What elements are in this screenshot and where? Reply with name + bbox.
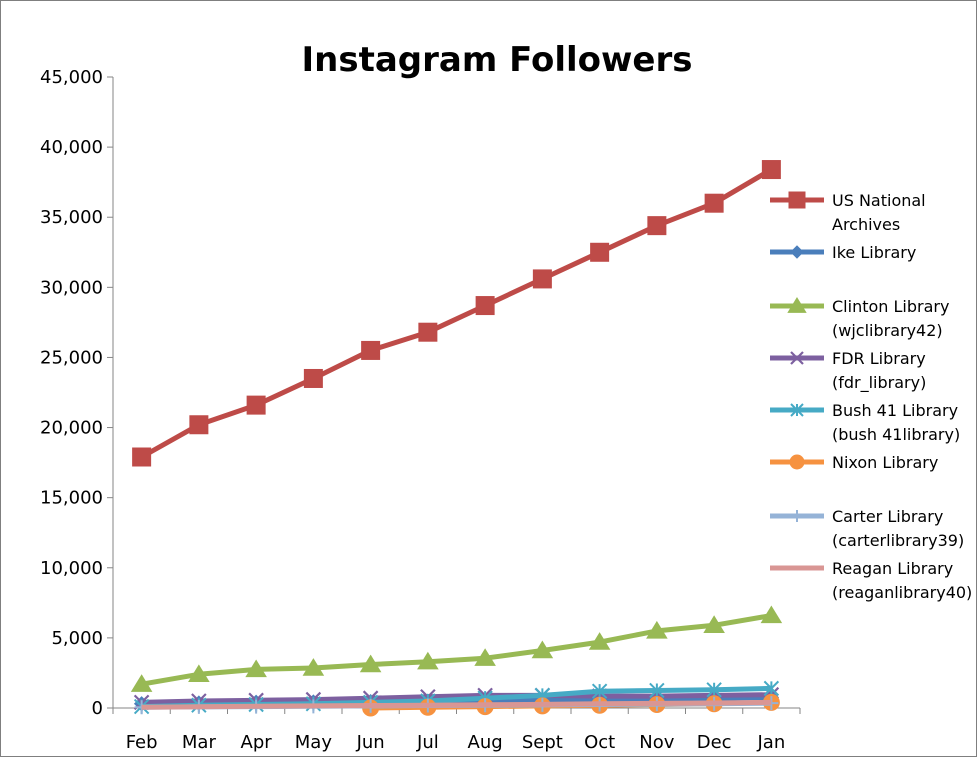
data-point: [302, 658, 325, 676]
y-tick-label: 40,000: [40, 137, 103, 158]
legend-label: Clinton Library: [832, 297, 949, 316]
x-tick-label: Apr: [241, 732, 273, 753]
legend-label: Reagan Library: [832, 559, 953, 578]
data-point: [474, 648, 496, 666]
legend: US National Archives Ike Library Clinton Li…: [770, 191, 972, 602]
legend-item: Nixon Library: [770, 453, 938, 472]
legend-item: Reagan Library (reaganlibrary40): [770, 559, 972, 602]
data-point: [706, 682, 722, 698]
data-point: [588, 632, 611, 650]
x-tick-label: Jan: [757, 732, 786, 753]
legend-label: Ike Library: [832, 243, 916, 262]
data-point: [789, 454, 805, 470]
data-point: [417, 651, 439, 670]
legend-item: Bush 41 Library (bush 41library): [770, 401, 960, 444]
x-tick-label: Dec: [697, 732, 732, 753]
x-tick-label: Nov: [639, 732, 674, 753]
data-point: [787, 297, 807, 313]
legend-label: (wjclibrary42): [832, 321, 943, 340]
legend-label: US National: [832, 191, 926, 210]
data-point: [246, 395, 266, 415]
series-0: [132, 160, 781, 467]
x-tick-label: Aug: [468, 732, 503, 753]
data-point: [790, 245, 804, 259]
series-layer: [130, 160, 783, 717]
data-point: [649, 682, 665, 699]
legend-label: (bush 41library): [832, 425, 960, 444]
data-point: [245, 659, 267, 678]
y-tick-label: 15,000: [40, 488, 103, 509]
data-point: [189, 415, 209, 435]
series-2: [130, 605, 783, 692]
axes: 0 5,000 10,000 15,000 20,000 25,000 30,000 35,0…: [40, 67, 801, 753]
x-tick-label: May: [295, 732, 333, 753]
x-tick-label: Jun: [356, 732, 385, 753]
data-point: [591, 683, 608, 699]
legend-item: Clinton Library (wjclibrary42): [770, 297, 949, 340]
data-point: [761, 160, 781, 180]
y-tick-label: 0: [92, 698, 103, 719]
legend-label: (reaganlibrary40): [832, 583, 972, 602]
legend-label: Archives: [832, 215, 900, 234]
data-point: [418, 322, 438, 342]
legend-item: FDR Library (fdr_library): [770, 349, 926, 393]
legend-label: (carterlibrary39): [832, 531, 964, 550]
data-point: [763, 680, 780, 697]
data-point: [703, 615, 725, 633]
y-tick-label: 10,000: [40, 558, 103, 579]
series-line: [140, 167, 773, 460]
data-point: [790, 403, 804, 417]
x-tick-label: Feb: [126, 732, 158, 753]
data-point: [788, 191, 806, 209]
x-tick-label: Jul: [416, 732, 439, 753]
data-point: [790, 351, 804, 365]
legend-label: Nixon Library: [832, 453, 938, 472]
series-line: [141, 613, 772, 687]
series-line: [141, 692, 772, 705]
y-tick-label: 25,000: [40, 347, 103, 368]
data-point: [647, 216, 667, 236]
data-point: [791, 510, 803, 522]
y-tick-label: 45,000: [40, 67, 103, 88]
legend-label: Bush 41 Library: [832, 401, 958, 420]
y-tick-label: 5,000: [51, 628, 103, 649]
y-tick-label: 20,000: [40, 418, 103, 439]
x-tick-label: Mar: [182, 732, 217, 753]
data-point: [132, 447, 152, 467]
data-point: [188, 664, 210, 683]
y-tick-label: 30,000: [40, 277, 103, 298]
data-point: [359, 654, 382, 673]
data-point: [532, 269, 552, 289]
series-line: [141, 699, 772, 710]
legend-label: FDR Library: [832, 349, 926, 368]
data-point: [590, 242, 610, 262]
chart-title: Instagram Followers: [302, 40, 693, 80]
data-point: [646, 620, 668, 639]
data-point: [531, 640, 554, 659]
data-point: [303, 368, 323, 388]
data-point: [760, 605, 783, 624]
series-7: [141, 699, 772, 710]
data-point: [475, 296, 495, 316]
data-point: [361, 340, 381, 360]
y-tick-label: 35,000: [40, 207, 103, 228]
legend-item: Carter Library (carterlibrary39): [770, 507, 964, 550]
x-tick-label: Sept: [522, 732, 563, 753]
data-point: [704, 193, 724, 213]
legend-label: (fdr_library): [832, 373, 926, 393]
legend-label: Carter Library: [832, 507, 943, 526]
legend-item: Ike Library: [770, 243, 916, 262]
data-point: [130, 674, 153, 692]
x-tick-label: Oct: [584, 732, 615, 753]
legend-item: US National Archives: [770, 191, 926, 234]
